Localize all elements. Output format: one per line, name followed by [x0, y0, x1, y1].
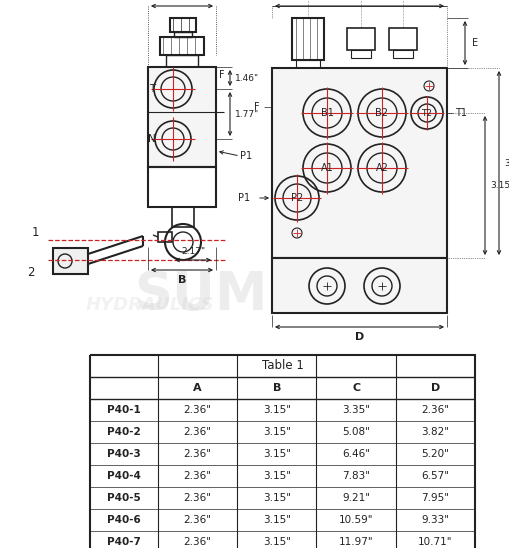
- Bar: [169, 18, 195, 32]
- Text: 2.36": 2.36": [183, 537, 211, 547]
- Text: 1.46": 1.46": [235, 73, 259, 83]
- Text: B: B: [178, 275, 186, 285]
- Text: 2.36": 2.36": [183, 471, 211, 481]
- Text: 2.36": 2.36": [183, 405, 211, 415]
- Text: P40-4: P40-4: [107, 471, 140, 481]
- Text: 6.46": 6.46": [342, 449, 370, 459]
- Text: 3.82": 3.82": [420, 427, 448, 437]
- Text: 3.15": 3.15": [262, 515, 290, 525]
- Text: 2.36": 2.36": [183, 515, 211, 525]
- Text: 7.95": 7.95": [420, 493, 448, 503]
- Bar: [388, 28, 416, 50]
- Bar: [148, 167, 216, 207]
- Text: 7.83": 7.83": [342, 471, 370, 481]
- Bar: [295, 60, 319, 68]
- Text: T2: T2: [420, 109, 432, 117]
- Text: 9.21": 9.21": [342, 493, 370, 503]
- Text: Table 1: Table 1: [261, 359, 303, 373]
- Bar: [271, 258, 446, 313]
- Text: 1: 1: [31, 225, 39, 238]
- Text: P40-6: P40-6: [107, 515, 140, 525]
- Text: 1.77": 1.77": [235, 110, 259, 118]
- Text: 2.36": 2.36": [420, 405, 448, 415]
- Text: HYDRAULICS: HYDRAULICS: [86, 296, 214, 314]
- Text: 5.08": 5.08": [342, 427, 370, 437]
- Text: P40-7: P40-7: [107, 537, 140, 547]
- Text: 3.15": 3.15": [262, 493, 290, 503]
- Bar: [148, 67, 216, 167]
- Bar: [292, 18, 323, 60]
- Text: 10.71": 10.71": [417, 537, 452, 547]
- Text: F: F: [219, 70, 224, 80]
- Text: A2: A2: [375, 163, 388, 173]
- Text: 2.17": 2.17": [181, 248, 205, 256]
- Text: C: C: [351, 383, 359, 393]
- Bar: [158, 232, 172, 242]
- Text: E: E: [471, 38, 477, 48]
- Text: 3.15": 3.15": [262, 405, 290, 415]
- Text: 2.36": 2.36": [183, 493, 211, 503]
- Text: 11.97": 11.97": [338, 537, 373, 547]
- Text: 3.35": 3.35": [342, 405, 370, 415]
- Bar: [174, 32, 191, 37]
- Text: 3.15": 3.15": [489, 181, 509, 190]
- Text: A: A: [193, 383, 202, 393]
- Text: T: T: [149, 84, 155, 94]
- Bar: [271, 68, 446, 258]
- Text: 3.15": 3.15": [262, 427, 290, 437]
- Text: P1: P1: [237, 193, 249, 203]
- Bar: [165, 55, 197, 67]
- Text: 9.33": 9.33": [420, 515, 448, 525]
- Text: D: D: [354, 332, 363, 342]
- Text: P40-5: P40-5: [107, 493, 140, 503]
- Text: 3.15": 3.15": [262, 449, 290, 459]
- Text: P1: P1: [240, 151, 251, 161]
- Bar: [90, 355, 474, 548]
- Text: P40-1: P40-1: [107, 405, 140, 415]
- Bar: [53, 248, 88, 274]
- Text: B: B: [272, 383, 280, 393]
- Text: C: C: [355, 0, 363, 2]
- Text: 3.15": 3.15": [262, 537, 290, 547]
- Text: 6.57": 6.57": [420, 471, 448, 481]
- Bar: [160, 37, 204, 55]
- Text: F: F: [254, 102, 260, 112]
- Bar: [172, 207, 193, 227]
- Bar: [392, 50, 412, 58]
- Text: A1: A1: [320, 163, 333, 173]
- Text: A: A: [177, 0, 186, 2]
- Text: B2: B2: [375, 108, 388, 118]
- Text: 3.93": 3.93": [503, 158, 509, 168]
- Text: N: N: [148, 134, 156, 144]
- Text: 2.36": 2.36": [183, 449, 211, 459]
- Bar: [346, 28, 374, 50]
- Text: P2: P2: [290, 193, 302, 203]
- Text: P40-2: P40-2: [107, 427, 140, 437]
- Text: 5.20": 5.20": [420, 449, 448, 459]
- Text: 2: 2: [27, 265, 35, 278]
- Text: T1: T1: [454, 108, 466, 118]
- Bar: [350, 50, 370, 58]
- Text: P40-3: P40-3: [107, 449, 140, 459]
- Text: B1: B1: [320, 108, 333, 118]
- Text: 2.36": 2.36": [183, 427, 211, 437]
- Text: 10.59": 10.59": [338, 515, 373, 525]
- Text: D: D: [430, 383, 439, 393]
- Text: 3.15": 3.15": [262, 471, 290, 481]
- Text: SUMMIT: SUMMIT: [134, 269, 375, 321]
